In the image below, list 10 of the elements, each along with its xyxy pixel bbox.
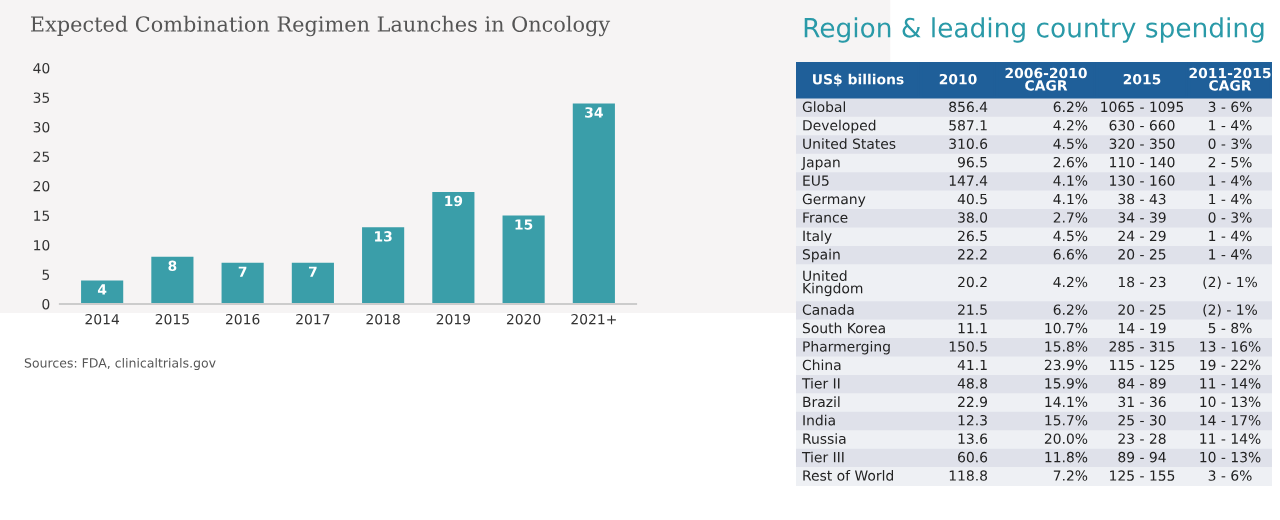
- bar: [81, 280, 124, 304]
- bar: [221, 262, 264, 304]
- text: Region & leading country spending: [804, 17, 1264, 43]
- bar: [572, 103, 615, 304]
- bar: [502, 215, 545, 304]
- bar: [151, 256, 194, 304]
- bar: [291, 262, 334, 304]
- bar: [362, 227, 405, 304]
- bar: [432, 191, 475, 304]
- chart-title: Expected Combination Regimen Launches in Oncology: [30, 15, 611, 37]
